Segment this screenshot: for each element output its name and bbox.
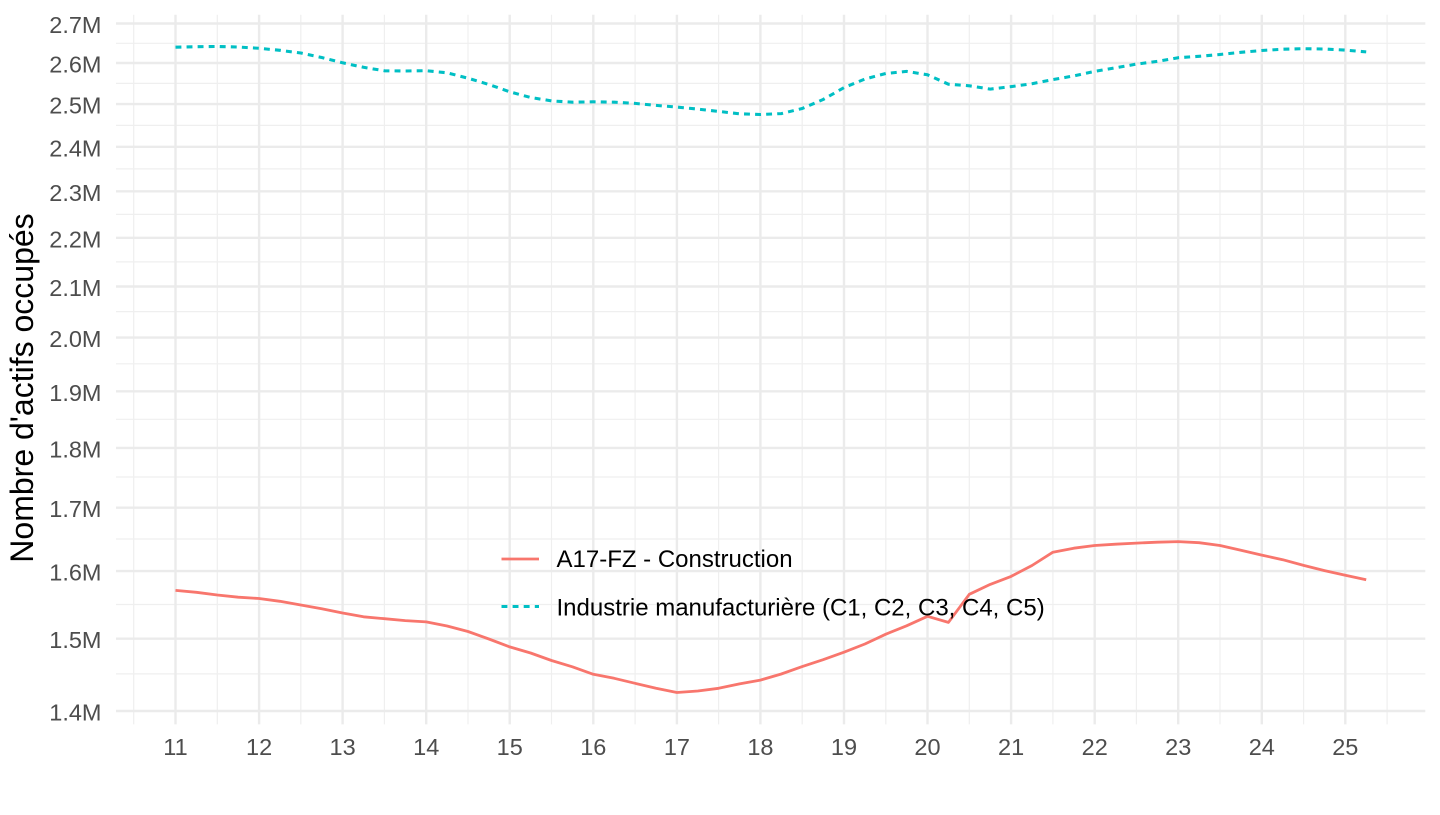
svg-text:1.8M: 1.8M — [49, 436, 101, 462]
svg-text:16: 16 — [580, 734, 606, 760]
svg-text:2.2M: 2.2M — [49, 226, 101, 252]
svg-text:1.5M: 1.5M — [49, 627, 101, 653]
svg-text:12: 12 — [246, 734, 272, 760]
svg-text:1.7M: 1.7M — [49, 496, 101, 522]
svg-text:2.0M: 2.0M — [49, 326, 101, 352]
svg-text:23: 23 — [1165, 734, 1191, 760]
svg-text:22: 22 — [1082, 734, 1108, 760]
svg-text:20: 20 — [914, 734, 940, 760]
svg-text:17: 17 — [664, 734, 690, 760]
svg-text:2.1M: 2.1M — [49, 275, 101, 301]
svg-text:14: 14 — [413, 734, 439, 760]
svg-text:2.5M: 2.5M — [49, 93, 101, 119]
svg-text:Nombre d'actifs occupés: Nombre d'actifs occupés — [4, 213, 40, 562]
svg-text:1.6M: 1.6M — [49, 560, 101, 586]
svg-text:13: 13 — [330, 734, 356, 760]
svg-text:2.7M: 2.7M — [49, 12, 101, 38]
svg-text:21: 21 — [998, 734, 1024, 760]
svg-text:A17-FZ - Construction: A17-FZ - Construction — [557, 546, 793, 573]
svg-text:11: 11 — [163, 734, 187, 760]
svg-text:15: 15 — [497, 734, 523, 760]
svg-text:1.4M: 1.4M — [49, 700, 101, 726]
svg-text:2.6M: 2.6M — [49, 52, 101, 78]
svg-text:19: 19 — [831, 734, 857, 760]
svg-text:2.4M: 2.4M — [49, 135, 101, 161]
svg-text:18: 18 — [747, 734, 773, 760]
svg-text:24: 24 — [1249, 734, 1275, 760]
svg-text:2.3M: 2.3M — [49, 180, 101, 206]
svg-text:25: 25 — [1332, 734, 1358, 760]
svg-text:Industrie manufacturière (C1,: Industrie manufacturière (C1, C2, C3, C4… — [557, 594, 1045, 621]
svg-text:1.9M: 1.9M — [49, 380, 101, 406]
